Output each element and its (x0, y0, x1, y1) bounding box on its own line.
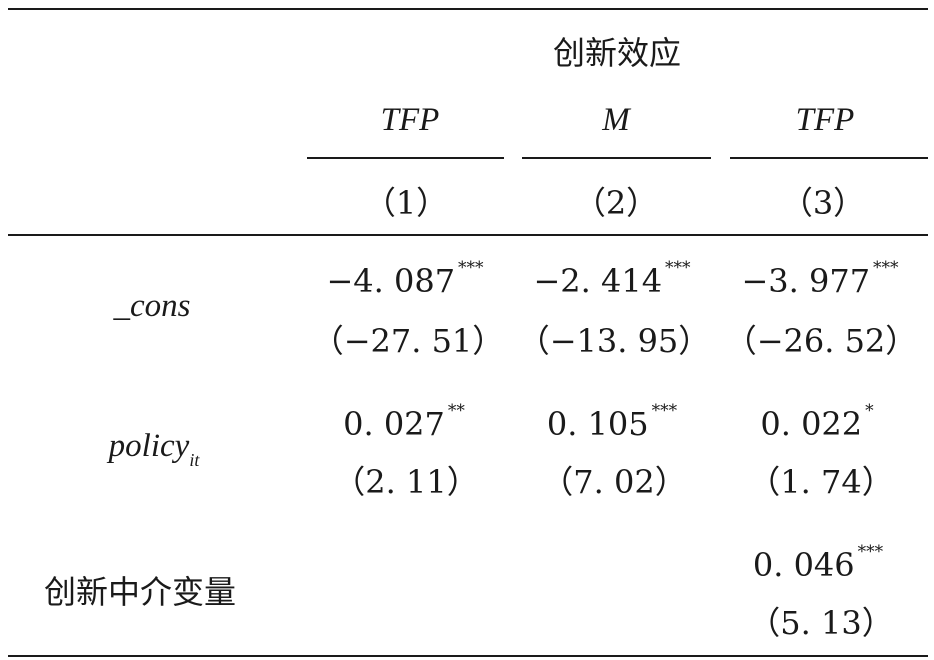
cell-coef: 0. 105 *** (546, 401, 677, 443)
coef-value: −2. 414 (533, 262, 663, 300)
row-label-cons: _cons (113, 288, 191, 324)
bottom-rule (8, 655, 928, 657)
col1-var-header: TFP (380, 102, 440, 138)
col2-number: （2） (573, 184, 659, 222)
col3-number: （3） (780, 184, 866, 222)
coef-value: 0. 022 (760, 405, 863, 443)
cell-coef: −2. 414 *** (533, 258, 690, 300)
significance-stars: ** (447, 401, 465, 421)
col3-underline (730, 157, 928, 159)
coef-value: 0. 027 (343, 405, 445, 443)
row-label-innovation-mediator: 创新中介变量 (44, 573, 237, 611)
cell-tstat: （−13. 95） (517, 322, 711, 360)
significance-stars: *** (458, 258, 484, 278)
cell-coef: 0. 046 *** (752, 542, 883, 584)
cell-tstat: （1. 74） (748, 463, 894, 501)
significance-stars: *** (857, 542, 884, 562)
cell-coef: −4. 087 *** (326, 258, 483, 300)
coef-value: 0. 046 (752, 546, 855, 584)
col2-var-header: M (602, 102, 630, 138)
significance-stars: *** (873, 258, 899, 278)
cell-coef: 0. 027 ** (343, 401, 465, 443)
row-label-text: policy (108, 428, 190, 464)
col1-number: （1） (363, 184, 449, 222)
col1-underline (307, 157, 504, 159)
row-label-subscript: it (189, 450, 200, 470)
row-label-policy: policyit (108, 428, 200, 470)
coef-value: −4. 087 (326, 262, 456, 300)
top-rule (8, 8, 928, 10)
coef-value: 0. 105 (546, 405, 649, 443)
cell-tstat: （−27. 51） (311, 322, 505, 360)
col2-underline (522, 157, 711, 159)
cell-tstat: （7. 02） (541, 463, 687, 501)
group-header: 创新效应 (552, 34, 682, 72)
significance-stars: *** (651, 401, 678, 421)
header-rule (8, 234, 928, 236)
coef-value: −3. 977 (741, 262, 871, 300)
cell-tstat: （5. 13） (748, 604, 894, 642)
col3-var-header: TFP (795, 102, 855, 138)
significance-stars: * (865, 401, 874, 421)
cell-tstat: （2. 11） (333, 463, 479, 501)
cell-coef: 0. 022 * (760, 401, 873, 443)
cell-tstat: （−26. 52） (724, 322, 918, 360)
cell-coef: −3. 977 *** (741, 258, 898, 300)
significance-stars: *** (665, 258, 691, 278)
